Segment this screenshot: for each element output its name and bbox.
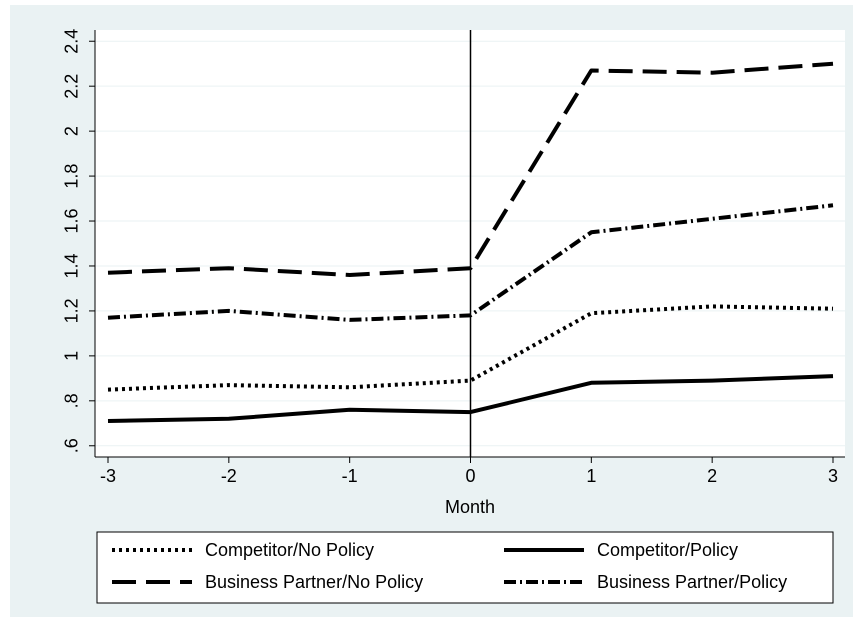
x-tick-label: -3 <box>100 466 116 486</box>
y-tick-label: 2.4 <box>61 29 81 54</box>
series-line-business-partner-policy <box>107 203 834 322</box>
legend-label-business-partner-policy: Business Partner/Policy <box>597 572 787 592</box>
y-tick-label: 2.2 <box>61 74 81 99</box>
series-line-competitor-no-policy <box>107 304 834 392</box>
y-tick-label: .8 <box>61 393 81 408</box>
series-line-business-partner-no-policy <box>107 61 834 277</box>
legend-label-competitor-no-policy: Competitor/No Policy <box>205 540 374 560</box>
x-tick-label: -2 <box>221 466 237 486</box>
legend-label-competitor-policy: Competitor/Policy <box>597 540 738 560</box>
legend-label-business-partner-no-policy: Business Partner/No Policy <box>205 572 423 592</box>
y-tick-label: 1.2 <box>61 298 81 323</box>
x-tick-label: 3 <box>828 466 838 486</box>
x-tick-label: 2 <box>707 466 717 486</box>
series-lines <box>107 61 834 423</box>
y-tick-label: .6 <box>61 438 81 453</box>
legend: Competitor/No Policy Competitor/Policy Bus… <box>96 531 834 604</box>
y-tick-label: 2 <box>61 126 81 136</box>
x-tick-label: -1 <box>342 466 358 486</box>
legend-box <box>96 531 834 604</box>
x-tick-label: 0 <box>465 466 475 486</box>
x-tick-label: 1 <box>586 466 596 486</box>
series-line-competitor-policy <box>107 374 834 423</box>
y-tick-label: 1.8 <box>61 164 81 189</box>
x-axis: -3 -2 -1 0 1 2 3 <box>95 456 845 486</box>
y-axis: .6 .8 1 1.2 1.4 1.6 1.8 2 2.2 2.4 <box>61 29 96 457</box>
y-tick-label: 1.6 <box>61 209 81 234</box>
y-tick-label: 1 <box>61 351 81 361</box>
y-tick-label: 1.4 <box>61 253 81 278</box>
x-axis-title: Month <box>445 497 495 517</box>
